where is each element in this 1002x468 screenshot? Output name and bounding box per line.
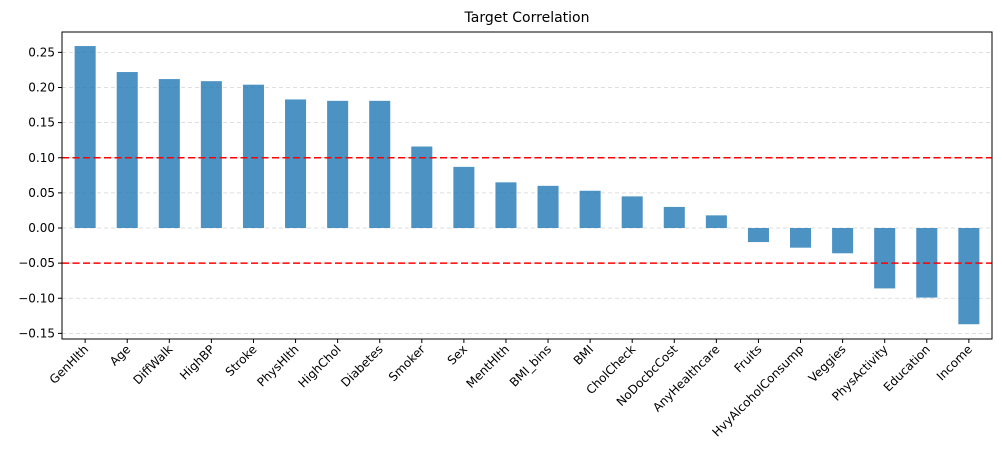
x-tick-label: BMI bbox=[571, 342, 597, 368]
x-tick-label: Income bbox=[934, 342, 975, 383]
bar-nodocbccost bbox=[663, 206, 685, 229]
x-tick-label: Age bbox=[107, 342, 133, 368]
bar-age bbox=[116, 72, 138, 229]
x-tick-label: BMI_bins bbox=[507, 342, 554, 389]
bar-hvyalcoholconsump bbox=[790, 228, 812, 248]
y-axis-ticks: −0.15 −0.10 −0.05 0.00 0.05 0.10 0.15 0.20 0.25 bbox=[18, 45, 62, 340]
bar-physactivity bbox=[874, 228, 896, 289]
bar-highbp bbox=[200, 81, 222, 229]
y-tick-label: 0.00 bbox=[28, 221, 55, 235]
chart-title: Target Correlation bbox=[464, 10, 590, 26]
bar-diabetes bbox=[369, 100, 391, 229]
bar-bmi-bins bbox=[537, 185, 559, 229]
bar-smoker bbox=[411, 146, 433, 229]
bar-income bbox=[958, 228, 980, 325]
x-tick-label: HighBP bbox=[177, 342, 217, 382]
y-tick-label: 0.25 bbox=[28, 45, 55, 59]
x-tick-label: Veggies bbox=[806, 342, 849, 385]
y-tick-label: 0.10 bbox=[28, 151, 55, 165]
bars bbox=[74, 46, 980, 325]
bar-bmi bbox=[579, 190, 601, 229]
bar-anyhealthcare bbox=[705, 215, 727, 229]
bar-highchol bbox=[327, 100, 349, 229]
y-tick-label: −0.15 bbox=[18, 326, 55, 340]
bar-genhlth bbox=[74, 46, 96, 229]
bar-diffwalk bbox=[158, 79, 180, 229]
bar-veggies bbox=[832, 228, 854, 254]
reference-lines bbox=[62, 156, 992, 264]
x-tick-label: MentHlth bbox=[463, 342, 512, 391]
x-tick-label: GenHlth bbox=[47, 342, 92, 387]
x-tick-label: Diabetes bbox=[338, 342, 386, 390]
y-tick-label: −0.10 bbox=[18, 291, 55, 305]
y-tick-label: 0.15 bbox=[28, 116, 55, 130]
x-tick-label: Fruits bbox=[731, 342, 764, 375]
bar-cholcheck bbox=[621, 196, 643, 229]
bar-menthlth bbox=[495, 182, 517, 229]
bar-sex bbox=[453, 166, 475, 229]
x-tick-label: Stroke bbox=[223, 342, 260, 379]
bar-physhlth bbox=[285, 99, 307, 229]
bar-stroke bbox=[242, 84, 264, 229]
plot-frame bbox=[61, 31, 993, 340]
x-tick-label: DiffWalk bbox=[130, 342, 175, 387]
x-tick-label: PhysHlth bbox=[254, 342, 301, 389]
y-tick-label: 0.05 bbox=[28, 186, 55, 200]
x-tick-label: HighChol bbox=[295, 342, 343, 390]
x-tick-label: Sex bbox=[445, 342, 470, 367]
y-tick-label: 0.20 bbox=[28, 80, 55, 94]
bar-fruits bbox=[747, 228, 769, 243]
x-tick-label: Smoker bbox=[386, 342, 428, 384]
y-tick-label: −0.05 bbox=[18, 256, 55, 270]
